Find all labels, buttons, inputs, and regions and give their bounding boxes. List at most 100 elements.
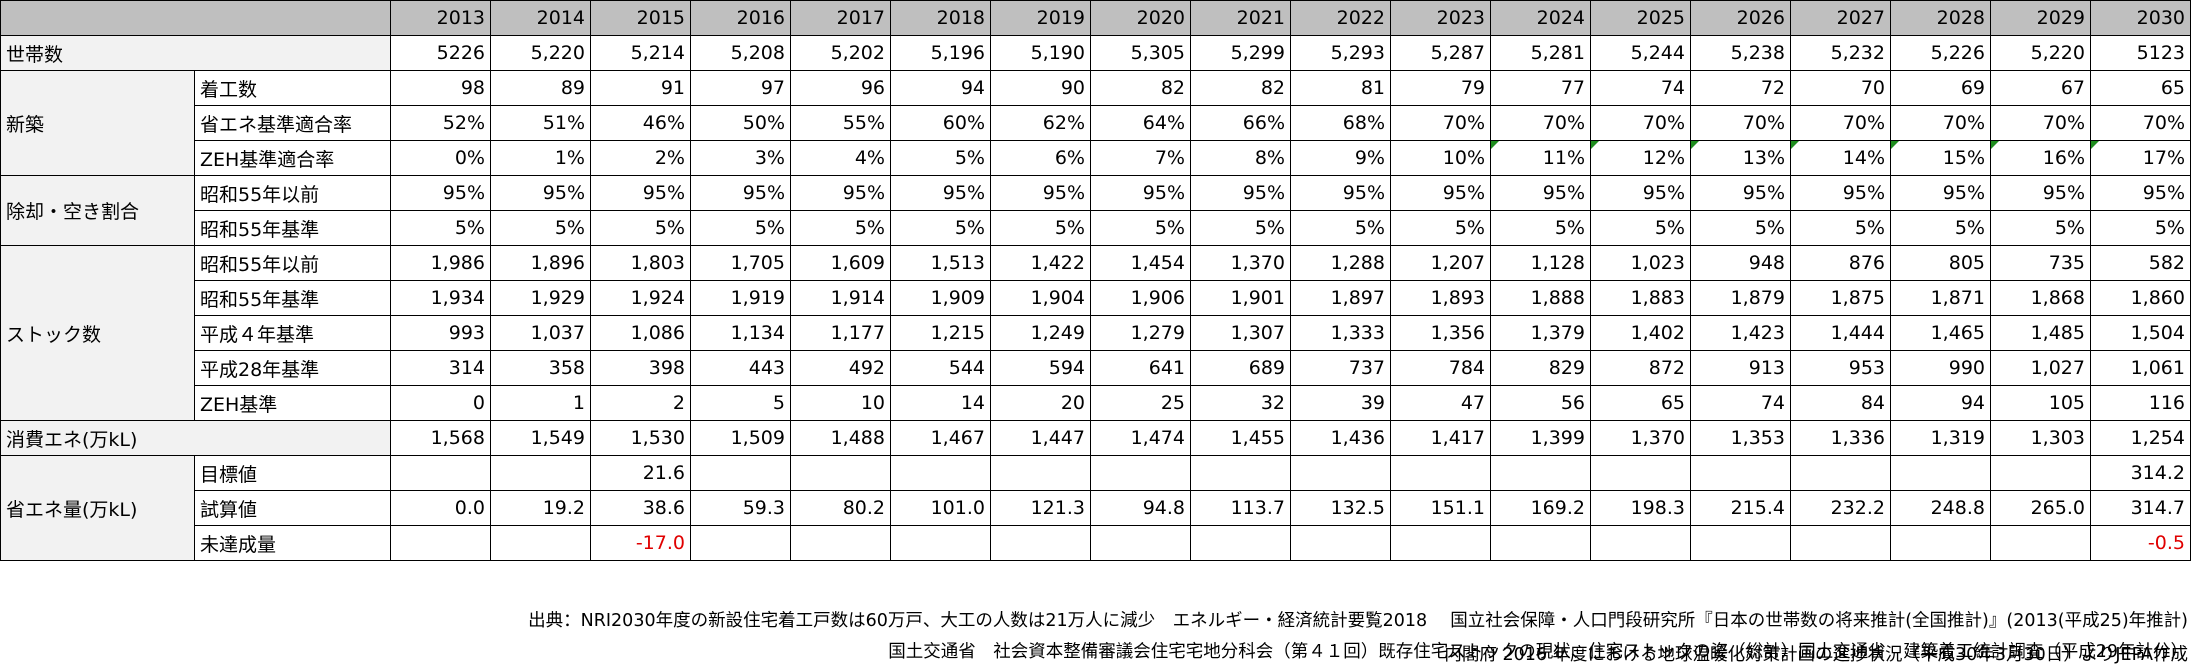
data-cell[interactable]: [1690, 455, 1791, 491]
data-cell[interactable]: 77: [1490, 70, 1591, 106]
data-cell[interactable]: 72: [1690, 70, 1791, 106]
data-cell[interactable]: 1,904: [990, 280, 1091, 316]
data-cell[interactable]: 5%: [1290, 210, 1391, 246]
year-header-cell[interactable]: 2022: [1290, 0, 1391, 36]
data-cell[interactable]: 443: [690, 350, 791, 386]
data-cell[interactable]: 1,897: [1290, 280, 1391, 316]
year-header-cell[interactable]: 2029: [1990, 0, 2091, 36]
data-cell[interactable]: 1,037: [490, 315, 591, 351]
data-cell[interactable]: 1,134: [690, 315, 791, 351]
data-cell[interactable]: 1,504: [2090, 315, 2191, 351]
data-cell[interactable]: 1,929: [490, 280, 591, 316]
data-cell[interactable]: 82: [1090, 70, 1191, 106]
data-cell[interactable]: [790, 455, 891, 491]
data-cell[interactable]: 5,299: [1190, 35, 1291, 71]
data-cell[interactable]: 5%: [890, 140, 991, 176]
data-cell[interactable]: 13%: [1690, 140, 1791, 176]
data-cell[interactable]: 1,474: [1090, 420, 1191, 456]
data-cell[interactable]: 1,868: [1990, 280, 2091, 316]
data-cell[interactable]: 1,986: [390, 245, 491, 281]
data-cell[interactable]: 1: [490, 385, 591, 421]
data-cell[interactable]: 70%: [1490, 105, 1591, 141]
data-cell[interactable]: 1,423: [1690, 315, 1791, 351]
data-cell[interactable]: 64%: [1090, 105, 1191, 141]
data-cell[interactable]: 948: [1690, 245, 1791, 281]
data-cell[interactable]: 1,488: [790, 420, 891, 456]
data-cell[interactable]: 1,177: [790, 315, 891, 351]
data-cell[interactable]: 65: [1590, 385, 1691, 421]
data-cell[interactable]: 1,402: [1590, 315, 1691, 351]
data-cell[interactable]: 314: [390, 350, 491, 386]
data-cell[interactable]: -0.5: [2090, 525, 2191, 561]
data-cell[interactable]: 1,465: [1890, 315, 1991, 351]
data-cell[interactable]: 95%: [2090, 175, 2191, 211]
data-cell[interactable]: 74: [1690, 385, 1791, 421]
data-cell[interactable]: [1490, 455, 1591, 491]
data-cell[interactable]: 1,303: [1990, 420, 2091, 456]
year-header-cell[interactable]: 2014: [490, 0, 591, 36]
data-cell[interactable]: 1,319: [1890, 420, 1991, 456]
data-cell[interactable]: 805: [1890, 245, 1991, 281]
data-cell[interactable]: 46%: [590, 105, 691, 141]
data-cell[interactable]: 5%: [1990, 210, 2091, 246]
data-cell[interactable]: [1690, 525, 1791, 561]
data-cell[interactable]: 38.6: [590, 490, 691, 526]
year-header-cell[interactable]: 2013: [390, 0, 491, 36]
data-cell[interactable]: 67: [1990, 70, 2091, 106]
data-cell[interactable]: 492: [790, 350, 891, 386]
data-cell[interactable]: 95%: [1090, 175, 1191, 211]
data-cell[interactable]: 95%: [890, 175, 991, 211]
sub-label-cell[interactable]: 昭和55年基準: [194, 210, 391, 246]
data-cell[interactable]: [1290, 525, 1391, 561]
data-cell[interactable]: [890, 455, 991, 491]
data-cell[interactable]: 52%: [390, 105, 491, 141]
data-cell[interactable]: 1,934: [390, 280, 491, 316]
data-cell[interactable]: 1,909: [890, 280, 991, 316]
year-header-cell[interactable]: 2015: [590, 0, 691, 36]
data-cell[interactable]: 95%: [1690, 175, 1791, 211]
data-cell[interactable]: 69: [1890, 70, 1991, 106]
data-cell[interactable]: 1,467: [890, 420, 991, 456]
data-cell[interactable]: 95%: [1590, 175, 1691, 211]
data-cell[interactable]: 232.2: [1790, 490, 1891, 526]
data-cell[interactable]: 953: [1790, 350, 1891, 386]
data-cell[interactable]: 876: [1790, 245, 1891, 281]
data-cell[interactable]: 5%: [1090, 210, 1191, 246]
data-cell[interactable]: 5%: [1890, 210, 1991, 246]
data-cell[interactable]: [390, 525, 491, 561]
data-cell[interactable]: 5,196: [890, 35, 991, 71]
data-cell[interactable]: [690, 455, 791, 491]
year-header-cell[interactable]: 2021: [1190, 0, 1291, 36]
data-cell[interactable]: 314.7: [2090, 490, 2191, 526]
data-cell[interactable]: 4%: [790, 140, 891, 176]
data-cell[interactable]: 5%: [390, 210, 491, 246]
data-cell[interactable]: 105: [1990, 385, 2091, 421]
data-cell[interactable]: 95%: [690, 175, 791, 211]
data-cell[interactable]: 1,871: [1890, 280, 1991, 316]
data-cell[interactable]: [1490, 525, 1591, 561]
year-header-cell[interactable]: 2024: [1490, 0, 1591, 36]
data-cell[interactable]: [1390, 525, 1491, 561]
data-cell[interactable]: 5%: [1790, 210, 1891, 246]
data-cell[interactable]: 151.1: [1390, 490, 1491, 526]
data-cell[interactable]: 1,896: [490, 245, 591, 281]
data-cell[interactable]: 1%: [490, 140, 591, 176]
data-cell[interactable]: 398: [590, 350, 691, 386]
data-cell[interactable]: 5,287: [1390, 35, 1491, 71]
data-cell[interactable]: 5%: [590, 210, 691, 246]
data-cell[interactable]: 1,061: [2090, 350, 2191, 386]
data-cell[interactable]: 94: [1890, 385, 1991, 421]
data-cell[interactable]: 1,906: [1090, 280, 1191, 316]
data-cell[interactable]: 89: [490, 70, 591, 106]
data-cell[interactable]: 784: [1390, 350, 1491, 386]
data-cell[interactable]: 5%: [790, 210, 891, 246]
data-cell[interactable]: 5%: [490, 210, 591, 246]
data-cell[interactable]: 95%: [1290, 175, 1391, 211]
data-cell[interactable]: 19.2: [490, 490, 591, 526]
data-cell[interactable]: 66%: [1190, 105, 1291, 141]
data-cell[interactable]: 10: [790, 385, 891, 421]
data-cell[interactable]: 95%: [1790, 175, 1891, 211]
data-cell[interactable]: 1,249: [990, 315, 1091, 351]
data-cell[interactable]: 1,549: [490, 420, 591, 456]
data-cell[interactable]: 1,485: [1990, 315, 2091, 351]
